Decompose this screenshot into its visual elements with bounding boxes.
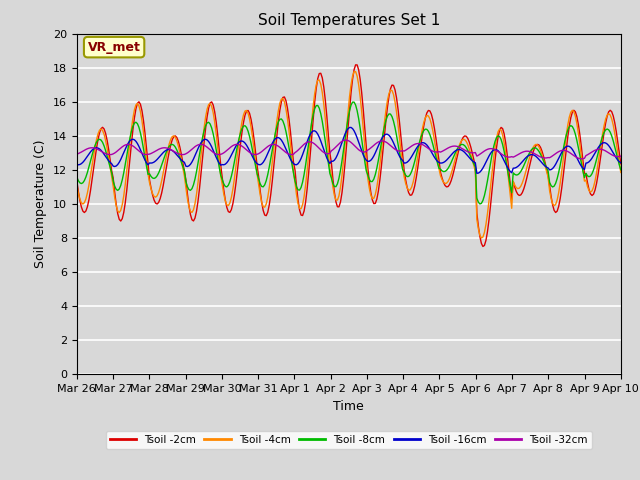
Tsoil -16cm [140,154,147,160]
Tsoil -32cm [262,145,270,151]
Tsoil -16cm [473,170,481,176]
Tsoil -4cm [617,169,625,175]
Line: Tsoil -4cm: Tsoil -4cm [77,72,621,238]
Tsoil -2cm [73,178,81,184]
Tsoil -2cm [617,161,625,167]
Tsoil -4cm [253,171,261,177]
Tsoil -32cm [73,151,81,157]
Tsoil -4cm [477,235,485,241]
Tsoil -16cm [346,125,353,131]
Tsoil -8cm [262,178,270,184]
Tsoil -8cm [253,171,261,177]
Tsoil -16cm [235,139,243,145]
Legend: Tsoil -2cm, Tsoil -4cm, Tsoil -8cm, Tsoil -16cm, Tsoil -32cm: Tsoil -2cm, Tsoil -4cm, Tsoil -8cm, Tsoi… [106,431,592,449]
Tsoil -4cm [140,130,147,135]
Line: Tsoil -16cm: Tsoil -16cm [77,128,621,173]
Tsoil -16cm [262,154,270,160]
Tsoil -8cm [589,167,597,173]
Tsoil -16cm [589,153,597,158]
Line: Tsoil -2cm: Tsoil -2cm [77,65,621,246]
Tsoil -4cm [589,184,597,190]
Tsoil -4cm [262,201,270,207]
Tsoil -8cm [349,99,356,105]
Tsoil -16cm [617,160,625,166]
Text: VR_met: VR_met [88,41,141,54]
Tsoil -2cm [262,213,270,218]
Title: Soil Temperatures Set 1: Soil Temperatures Set 1 [258,13,440,28]
Tsoil -8cm [140,145,147,151]
Line: Tsoil -8cm: Tsoil -8cm [77,102,621,204]
Tsoil -2cm [253,163,261,168]
Tsoil -32cm [589,148,597,154]
Line: Tsoil -32cm: Tsoil -32cm [77,140,621,159]
Tsoil -4cm [235,139,243,145]
Tsoil -2cm [479,243,487,249]
Tsoil -8cm [476,201,484,207]
Tsoil -16cm [73,162,81,168]
X-axis label: Time: Time [333,400,364,413]
Tsoil -2cm [589,192,597,197]
Tsoil -2cm [140,118,147,123]
Tsoil -8cm [235,136,243,142]
Tsoil -4cm [350,69,358,74]
Tsoil -32cm [617,153,625,159]
Tsoil -32cm [577,156,585,162]
Tsoil -2cm [352,62,360,68]
Tsoil -16cm [311,128,319,134]
Tsoil -16cm [253,161,261,167]
Tsoil -32cm [140,151,147,157]
Tsoil -8cm [311,106,319,111]
Y-axis label: Soil Temperature (C): Soil Temperature (C) [35,140,47,268]
Tsoil -2cm [311,99,319,105]
Tsoil -4cm [73,182,81,188]
Tsoil -32cm [235,142,243,147]
Tsoil -8cm [617,167,625,173]
Tsoil -32cm [342,137,350,143]
Tsoil -32cm [253,151,261,157]
Tsoil -4cm [311,91,319,96]
Tsoil -8cm [73,174,81,180]
Tsoil -32cm [311,141,319,147]
Tsoil -2cm [235,155,243,160]
